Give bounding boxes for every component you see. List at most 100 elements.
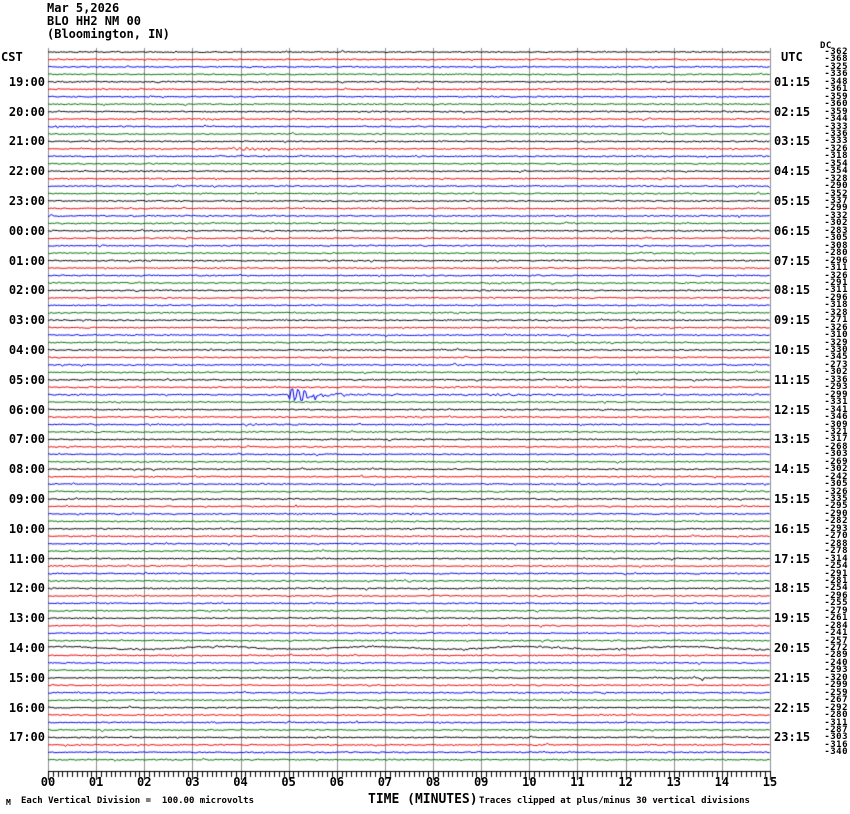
cst-hour-label: 04:00	[8, 343, 45, 357]
utc-hour-label: 16:15	[774, 521, 811, 536]
footer-mark: M	[6, 798, 11, 807]
left-axis-title: CST	[1, 50, 23, 64]
cst-hour-label: 00:00	[8, 223, 45, 238]
cst-hour-label: 10:00	[8, 521, 45, 536]
dc-offset-value: -290	[824, 508, 848, 519]
utc-hour-label: 06:15	[774, 223, 811, 238]
dc-offset-value: -283	[824, 225, 848, 236]
dc-offset-value: -344	[824, 114, 848, 125]
dc-offset-value: -299	[824, 203, 848, 214]
header-location: (Bloomington, IN)	[47, 27, 170, 41]
cst-hour-label: 09:00	[8, 492, 45, 506]
dc-offset-value: -296	[824, 255, 848, 266]
dc-offset-value: -330	[824, 345, 848, 355]
dc-offset-value: -272	[824, 643, 848, 653]
minute-tick-label: 09	[473, 775, 489, 789]
dc-offset-value: -325	[824, 61, 848, 72]
dc-offset-value: -318	[824, 300, 848, 311]
utc-hour-label: 23:15	[774, 730, 811, 745]
dc-offset-value: -318	[824, 151, 848, 162]
dc-offset-value: -284	[824, 620, 848, 631]
dc-offset-value: -302	[824, 218, 848, 229]
dc-offset-value: -302	[824, 367, 848, 378]
dc-offset-value: -281	[824, 575, 848, 586]
dc-offset-value: -354	[824, 158, 848, 169]
utc-hour-label: 15:15	[774, 492, 811, 506]
dc-offset-value: -305	[824, 233, 848, 244]
dc-offset-value: -336	[824, 69, 848, 80]
x-axis-title: TIME (MINUTES)	[368, 792, 478, 807]
dc-offset-value: -287	[824, 724, 848, 735]
utc-hour-label: 12:15	[774, 402, 811, 417]
dc-offset-value: -271	[824, 315, 848, 326]
minute-tick-label: 05	[281, 775, 296, 789]
dc-offset-value: -309	[824, 419, 848, 430]
dc-offset-value: -326	[824, 322, 848, 333]
dc-offset-value: -269	[824, 456, 848, 467]
dc-offset-value: -362	[824, 47, 848, 57]
dc-offset-value: -308	[824, 240, 848, 251]
minute-tick-label: 01	[88, 775, 104, 789]
minute-tick-label: 08	[425, 775, 441, 789]
cst-hour-label: 14:00	[8, 641, 45, 655]
cst-hour-label: 03:00	[8, 313, 45, 328]
dc-offset-value: -291	[824, 568, 848, 579]
dc-offset-value: -268	[824, 441, 848, 452]
cst-hour-label: 08:00	[8, 462, 45, 477]
dc-offset-value: -288	[824, 538, 848, 549]
minute-tick-label: 04	[233, 775, 248, 789]
cst-hour-label: 02:00	[8, 283, 45, 298]
dc-offset-value: -280	[824, 248, 848, 259]
dc-offset-value: -303	[824, 732, 848, 743]
dc-offset-value: -328	[824, 173, 848, 184]
dc-offset-value: -337	[824, 196, 848, 206]
dc-offset-value: -280	[824, 710, 848, 721]
dc-offset-value: -359	[824, 106, 848, 117]
dc-offset-value: -328	[824, 307, 848, 318]
cst-hour-label: 13:00	[8, 611, 45, 626]
dc-offset-value: -361	[824, 84, 848, 95]
utc-hour-label: 01:15	[774, 74, 811, 89]
dc-offset-value: -291	[824, 277, 848, 288]
cst-hour-label: 21:00	[8, 134, 45, 149]
dc-offset-value: -303	[824, 449, 848, 460]
minute-tick-label: 14	[714, 775, 730, 789]
dc-offset-value: -340	[824, 747, 848, 758]
cst-hour-label: 23:00	[8, 194, 45, 208]
dc-offset-value: -257	[824, 635, 848, 646]
dc-offset-value: -254	[824, 561, 848, 572]
minute-tick-label: 10	[522, 775, 537, 789]
utc-hour-label: 09:15	[774, 313, 811, 328]
utc-hour-label: 03:15	[774, 134, 811, 149]
dc-offset-value: -270	[824, 531, 848, 542]
cst-hour-label: 15:00	[8, 670, 45, 685]
right-axis-title: UTC	[781, 50, 803, 64]
dc-offset-value: -368	[824, 54, 848, 65]
dc-offset-value: -293	[824, 665, 848, 676]
dc-offset-value: -242	[824, 471, 848, 482]
dc-offset-value: -296	[824, 292, 848, 303]
dc-offset-value: -360	[824, 99, 848, 110]
utc-hour-label: 07:15	[774, 253, 811, 268]
dc-offset-value: -335	[824, 494, 848, 504]
dc-offset-value: -345	[824, 352, 848, 363]
dc-offset-value: -289	[824, 650, 848, 661]
utc-hour-label: 14:15	[774, 462, 811, 477]
dc-offset-value: -346	[824, 412, 848, 423]
dc-offset-value: -299	[824, 680, 848, 691]
dc-offset-value: -316	[824, 739, 848, 750]
dc-offset-value: -336	[824, 374, 848, 385]
minute-tick-label: 13	[666, 775, 681, 789]
utc-hour-label: 13:15	[774, 432, 811, 447]
utc-hour-label: 18:15	[774, 581, 811, 596]
utc-hour-label: 10:15	[774, 343, 811, 357]
cst-hour-label: 22:00	[8, 164, 45, 179]
dc-offset-value: -259	[824, 687, 848, 698]
dc-offset-value: -279	[824, 605, 848, 616]
dc-offset-value: -332	[824, 210, 848, 221]
dc-offset-value: -348	[824, 76, 848, 87]
utc-hour-label: 08:15	[774, 283, 811, 298]
clip-note: Traces clipped at plus/minus 30 vertical…	[479, 796, 750, 806]
utc-hour-label: 20:15	[774, 641, 811, 655]
